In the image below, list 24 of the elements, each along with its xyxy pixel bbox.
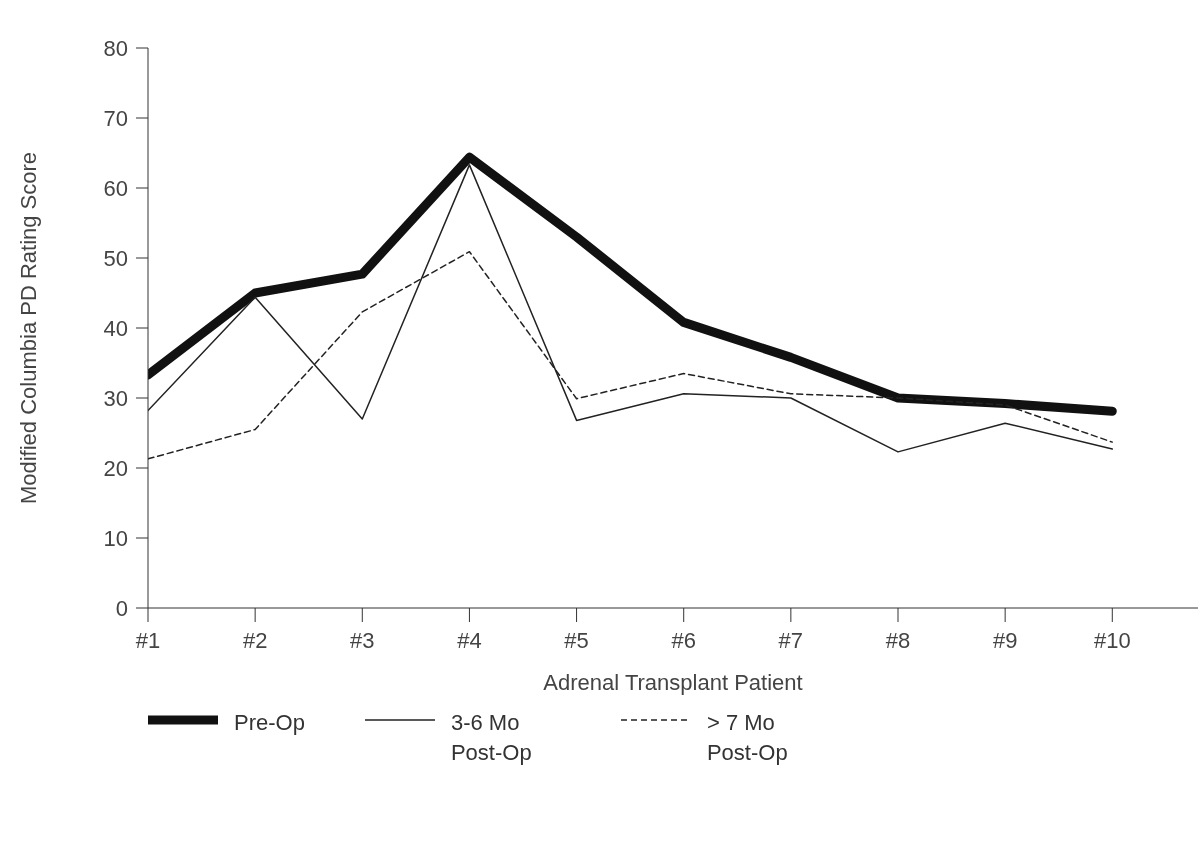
y-tick-label: 50 [103, 245, 128, 271]
y-axis-title: Modified Columbia PD Rating Score [15, 151, 41, 505]
y-tick-label: 70 [103, 105, 128, 131]
y-tick-label: 10 [103, 525, 128, 551]
x-tick-label: #6 [671, 627, 696, 653]
x-tick-label: #1 [135, 627, 161, 653]
x-tick-label: #10 [1093, 627, 1131, 653]
y-tick-label: 60 [103, 175, 128, 201]
x-tick-label: #3 [350, 627, 375, 653]
y-tick-label: 80 [103, 35, 128, 61]
x-tick-label: #5 [564, 627, 589, 653]
y-tick-label: 20 [103, 455, 128, 481]
x-axis-title: Adrenal Transplant Patient [543, 670, 803, 695]
y-tick-label: 0 [115, 595, 128, 621]
x-tick-label: #8 [885, 627, 911, 653]
y-tick-label: 30 [103, 385, 128, 411]
legend-label: 3-6 Mo Post-Op [450, 709, 533, 767]
x-tick-label: #9 [992, 627, 1018, 653]
legend-label: Pre-Op [234, 709, 305, 737]
x-tick-label: #4 [457, 627, 482, 653]
y-tick-label: 40 [103, 315, 128, 341]
legend-label: > 7 Mo Post-Op [706, 709, 789, 767]
x-tick-label: #2 [242, 627, 268, 653]
x-tick-label: #7 [778, 627, 804, 653]
